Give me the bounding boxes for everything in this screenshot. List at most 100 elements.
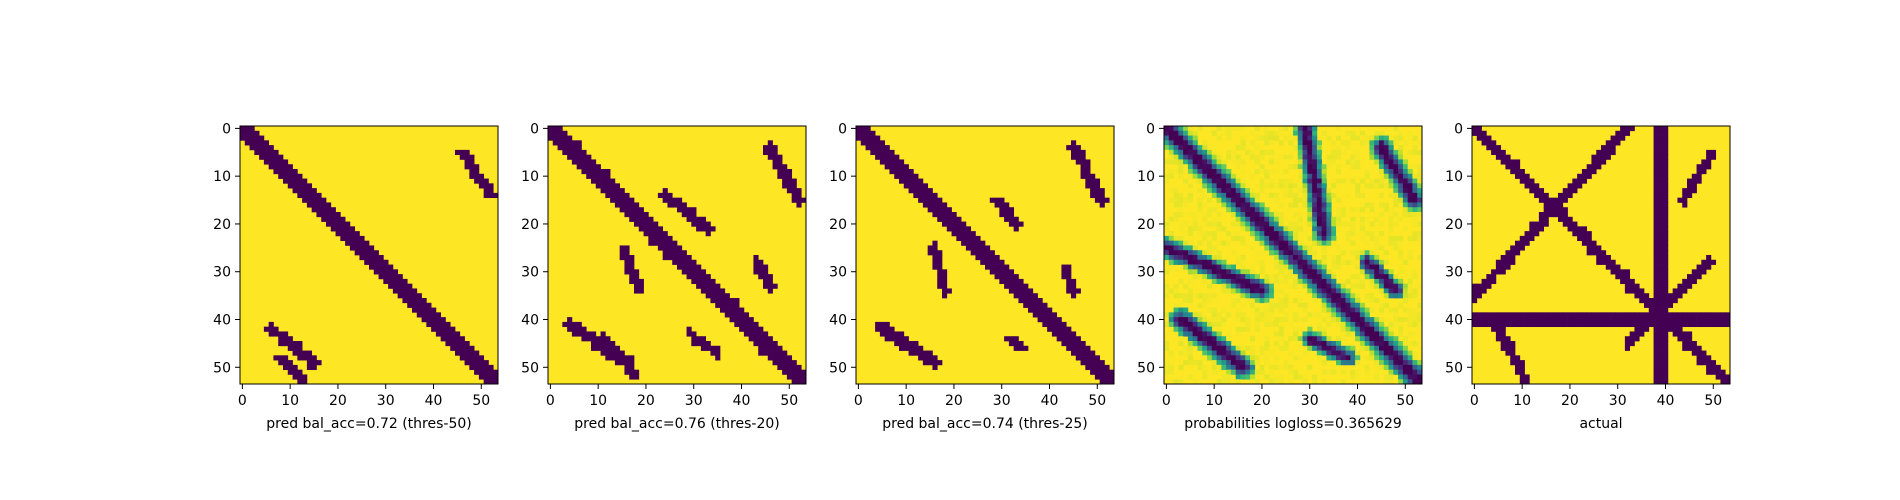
heatmap-cell	[1577, 312, 1583, 318]
heatmap-cell	[801, 374, 807, 380]
heatmap-cell	[1278, 240, 1284, 246]
heatmap-cell	[691, 264, 697, 270]
heatmap-cell	[1316, 312, 1323, 318]
heatmap-cell	[648, 231, 654, 237]
heatmap-cell	[1192, 173, 1198, 179]
heatmap-cell	[1653, 188, 1659, 194]
heatmap-cell	[1164, 269, 1170, 275]
heatmap-cell	[1359, 331, 1366, 337]
heatmap-cell	[1663, 264, 1669, 270]
heatmap-cell	[1364, 355, 1370, 361]
heatmap-cell	[1004, 283, 1010, 289]
heatmap-cell	[1402, 140, 1409, 146]
heatmap-cell	[1216, 379, 1222, 385]
heatmap-cell	[1369, 283, 1375, 289]
heatmap-cell	[1250, 264, 1256, 270]
heatmap-cell	[581, 159, 587, 165]
heatmap-cell	[1336, 317, 1342, 323]
heatmap-cell	[1350, 259, 1356, 265]
heatmap-cell	[1230, 278, 1237, 285]
heatmap-cell	[1524, 317, 1530, 323]
heatmap-cell	[1273, 302, 1280, 308]
x-tick-label: 40	[1657, 393, 1675, 409]
heatmap-cell	[1402, 212, 1409, 218]
y-tick-label: 30	[213, 265, 231, 281]
heatmap-cell	[1164, 126, 1170, 132]
heatmap-cell	[1412, 216, 1418, 222]
heatmap-cell	[1715, 364, 1721, 371]
heatmap-cell	[1221, 379, 1227, 385]
heatmap-cell	[619, 207, 625, 213]
heatmap-cell	[1682, 283, 1688, 289]
heatmap-cell	[1591, 240, 1597, 246]
heatmap-cell	[1687, 341, 1693, 347]
heatmap-cell	[1374, 317, 1380, 323]
heatmap-cell	[1202, 183, 1208, 189]
heatmap-cell	[1183, 231, 1189, 237]
heatmap-cell	[1316, 350, 1323, 356]
heatmap-cell	[619, 355, 625, 361]
heatmap-cell	[1393, 197, 1399, 203]
heatmap-cell	[777, 164, 783, 170]
heatmap-cell	[1710, 369, 1717, 375]
heatmap-cell	[292, 364, 298, 371]
heatmap-cell	[1359, 379, 1366, 385]
heatmap-cell	[1202, 192, 1208, 199]
heatmap-cell	[1178, 154, 1184, 160]
heatmap-cell	[1572, 321, 1578, 328]
heatmap-cell	[908, 173, 914, 179]
heatmap-cell	[1197, 336, 1203, 342]
heatmap-cell	[483, 188, 489, 194]
heatmap-cell	[445, 336, 451, 342]
heatmap-cell	[1383, 350, 1389, 356]
heatmap-cell	[1515, 169, 1521, 175]
heatmap-cell	[311, 355, 317, 361]
heatmap-cell	[1369, 231, 1375, 237]
heatmap-cell	[1350, 164, 1356, 170]
heatmap-cell	[1648, 298, 1654, 304]
heatmap-cell	[999, 274, 1005, 280]
heatmap-cell	[576, 331, 582, 337]
heatmap-cell	[1331, 255, 1337, 261]
heatmap-cell	[278, 173, 284, 179]
heatmap-cell	[571, 145, 578, 151]
heatmap-cell	[1254, 192, 1260, 199]
heatmap-cell	[1345, 183, 1351, 189]
heatmap-cell	[278, 154, 284, 160]
heatmap-cell	[1336, 331, 1342, 337]
heatmap-cell	[1417, 164, 1423, 170]
heatmap-cell	[455, 149, 461, 156]
heatmap-cell	[686, 264, 692, 270]
heatmap-cell	[1359, 326, 1366, 332]
heatmap-cell	[1412, 317, 1418, 323]
heatmap-cell	[753, 321, 759, 328]
heatmap-cell	[1187, 240, 1194, 246]
heatmap-cell	[1164, 283, 1170, 289]
heatmap-cell	[354, 250, 360, 256]
heatmap-cell	[1663, 278, 1669, 285]
heatmap-cell	[1168, 126, 1174, 132]
heatmap-cell	[1312, 283, 1318, 289]
heatmap-cell	[1230, 192, 1237, 199]
heatmap-cell	[278, 355, 284, 361]
heatmap-cell	[932, 202, 938, 208]
heatmap-cell	[1610, 145, 1616, 151]
heatmap-cell	[1663, 207, 1669, 213]
heatmap-cell	[1250, 269, 1256, 275]
heatmap-cell	[1481, 312, 1487, 318]
heatmap-cell	[1710, 317, 1717, 323]
heatmap-cell	[1173, 197, 1179, 203]
heatmap-cell	[624, 192, 630, 199]
heatmap-cell	[899, 164, 905, 170]
heatmap-cell	[1379, 302, 1385, 308]
heatmap-cell	[875, 326, 881, 332]
y-tick-label: 20	[1445, 217, 1463, 233]
heatmap-cell	[1336, 302, 1342, 308]
heatmap-cell	[1658, 221, 1664, 227]
heatmap-cell	[259, 135, 265, 141]
heatmap-cell	[1653, 326, 1659, 332]
heatmap-cell	[638, 226, 644, 232]
heatmap-cell	[662, 197, 668, 203]
heatmap-cell	[1562, 321, 1568, 328]
